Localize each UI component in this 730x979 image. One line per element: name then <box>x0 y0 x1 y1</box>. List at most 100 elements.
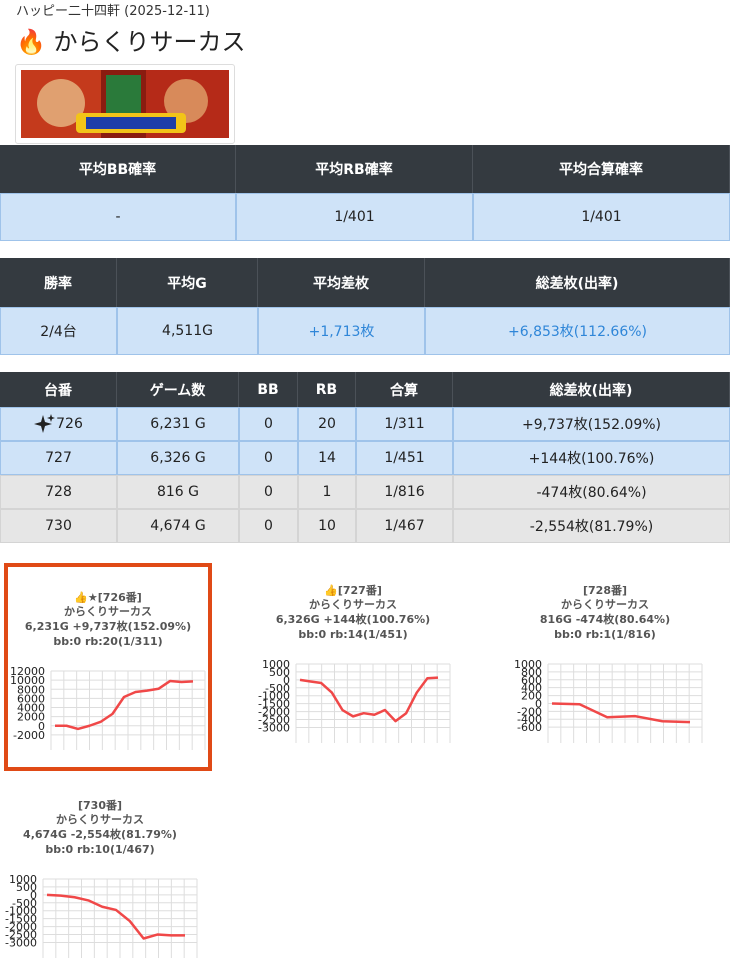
y-tick-label: 4000 <box>17 702 45 715</box>
table-cell-text: +144枚(100.76%) <box>528 451 655 467</box>
chart-card: [730番] からくりサーカス 4,674G -2,554枚(81.79%) bb:0… <box>0 775 200 975</box>
table-header-text: 勝率 <box>44 275 72 292</box>
y-tick-label: 10000 <box>10 674 45 687</box>
y-tick-label: -400 <box>517 713 542 726</box>
table-cell-text: 1/467 <box>384 518 425 534</box>
y-tick-label: 200 <box>521 690 542 703</box>
table-cell-text: +9,737枚(152.09%) <box>521 417 662 433</box>
chart-title: 👍[727番] <box>324 583 382 597</box>
fire-icon: 🔥 <box>16 28 46 56</box>
y-tick-label: 6000 <box>17 692 45 705</box>
table-cell-text: 1/401 <box>581 209 622 225</box>
chart-subtitle: からくりサーカス <box>64 605 152 618</box>
table-header: RB <box>298 372 356 407</box>
table-header-text: 平均G <box>167 275 207 292</box>
y-tick-label: -3000 <box>258 721 290 734</box>
table-cell: 728 <box>0 475 117 509</box>
table-header-text: RB <box>315 381 338 398</box>
y-tick-label: 600 <box>521 674 542 687</box>
chart-title: [730番] <box>78 798 122 812</box>
table-cell: 0 <box>239 509 298 543</box>
table-cell-text: 816 G <box>156 484 200 500</box>
table-header-text: 合算 <box>390 382 418 399</box>
table-cell-text: 6,326 G <box>150 450 206 466</box>
table-cell-text: 1/816 <box>384 484 425 500</box>
chart-annotation: 816G -474枚(80.64%) <box>540 612 670 626</box>
table-cell-text: -2,554枚(81.79%) <box>529 519 654 535</box>
chart-annotation: bb:0 rb:14(1/451) <box>298 628 407 641</box>
chart-title: 👍★[726番] <box>74 590 142 604</box>
table-header-text: 平均差枚 <box>313 275 369 292</box>
table-header-text: BB <box>257 381 279 398</box>
chart-subtitle: からくりサーカス <box>561 598 649 611</box>
table-header-text: 平均BB確率 <box>78 162 157 178</box>
table-cell: 1/401 <box>236 193 473 241</box>
y-tick-label: 1000 <box>9 873 37 886</box>
table-cell-text: 1/401 <box>334 209 375 225</box>
table-cell: -2,554枚(81.79%) <box>453 509 730 543</box>
table-cell: 1/467 <box>356 509 453 543</box>
chart-annotation: bb:0 rb:1(1/816) <box>554 628 656 641</box>
table-header: BB <box>239 372 298 407</box>
table-cell: 20 <box>298 407 356 441</box>
table-cell: 730 <box>0 509 117 543</box>
table-cell-text: 0 <box>264 518 273 534</box>
y-tick-label: 0 <box>30 889 37 902</box>
table-header: ゲーム数 <box>117 372 239 407</box>
table-cell-text: - <box>115 209 121 225</box>
table-cell: -474枚(80.64%) <box>453 475 730 509</box>
table-cell: 0 <box>239 475 298 509</box>
table-header: 台番 <box>0 372 117 407</box>
chart-subtitle: からくりサーカス <box>56 813 144 826</box>
table-cell-text: 727 <box>45 450 72 466</box>
table-cell: 1/451 <box>356 441 453 475</box>
table-header: 合算 <box>356 372 453 407</box>
table-cell-text: 6,231 G <box>150 416 206 432</box>
chart-annotation: 6,231G +9,737枚(152.09%) <box>25 619 191 633</box>
table-cell: 816 G <box>117 475 239 509</box>
y-tick-label: 12000 <box>10 665 45 678</box>
chart-annotation: 4,674G -2,554枚(81.79%) <box>23 827 177 841</box>
table-header: 平均RB確率 <box>236 145 473 193</box>
chart-annotation: bb:0 rb:20(1/311) <box>53 635 162 648</box>
table-header: 平均合算確率 <box>473 145 730 193</box>
table-header-text: 総差枚(出率) <box>535 275 619 292</box>
table-cell: 726 <box>0 407 117 441</box>
y-tick-label: -200 <box>517 705 542 718</box>
y-tick-label: -2000 <box>258 706 290 719</box>
y-tick-label: 1000 <box>514 658 542 671</box>
y-tick-label: 2000 <box>17 711 45 724</box>
table-header: 平均G <box>117 258 258 307</box>
table-cell-text: 1/451 <box>384 450 425 466</box>
table-cell: 10 <box>298 509 356 543</box>
chart-annotation: 6,326G +144枚(100.76%) <box>276 612 430 626</box>
table-header: 平均BB確率 <box>0 145 236 193</box>
y-tick-label: -3000 <box>5 936 37 949</box>
table-cell-text: 4,674 G <box>150 518 206 534</box>
data-line <box>55 679 194 731</box>
y-tick-label: -600 <box>517 721 542 734</box>
y-tick-label: -2500 <box>5 929 37 942</box>
table-cell: 1/401 <box>473 193 730 241</box>
table-cell: 1/816 <box>356 475 453 509</box>
table-cell-text: 728 <box>45 484 72 500</box>
table-cell-text: 2/4台 <box>40 324 77 340</box>
y-tick-label: -1000 <box>258 690 290 703</box>
chart-subtitle: からくりサーカス <box>309 598 397 611</box>
table-cell-text: +6,853枚(112.66%) <box>507 324 648 340</box>
table-cell-text: 0 <box>264 484 273 500</box>
chart-title: [728番] <box>583 583 627 597</box>
table-cell: 2/4台 <box>0 307 117 355</box>
table-header: 総差枚(出率) <box>425 258 730 307</box>
chart-card: 👍★[726番] からくりサーカス 6,231G +9,737枚(152.09%) b… <box>4 563 212 771</box>
table-cell-text: -474枚(80.64%) <box>536 485 647 501</box>
y-tick-label: 1000 <box>262 658 290 671</box>
table-cell: - <box>0 193 236 241</box>
table-cell: 727 <box>0 441 117 475</box>
table-cell-text: 1 <box>322 484 332 500</box>
y-tick-label: -500 <box>12 897 37 910</box>
table-cell-text: 0 <box>264 416 273 432</box>
machine-title: 🔥 からくりサーカス <box>16 22 246 57</box>
